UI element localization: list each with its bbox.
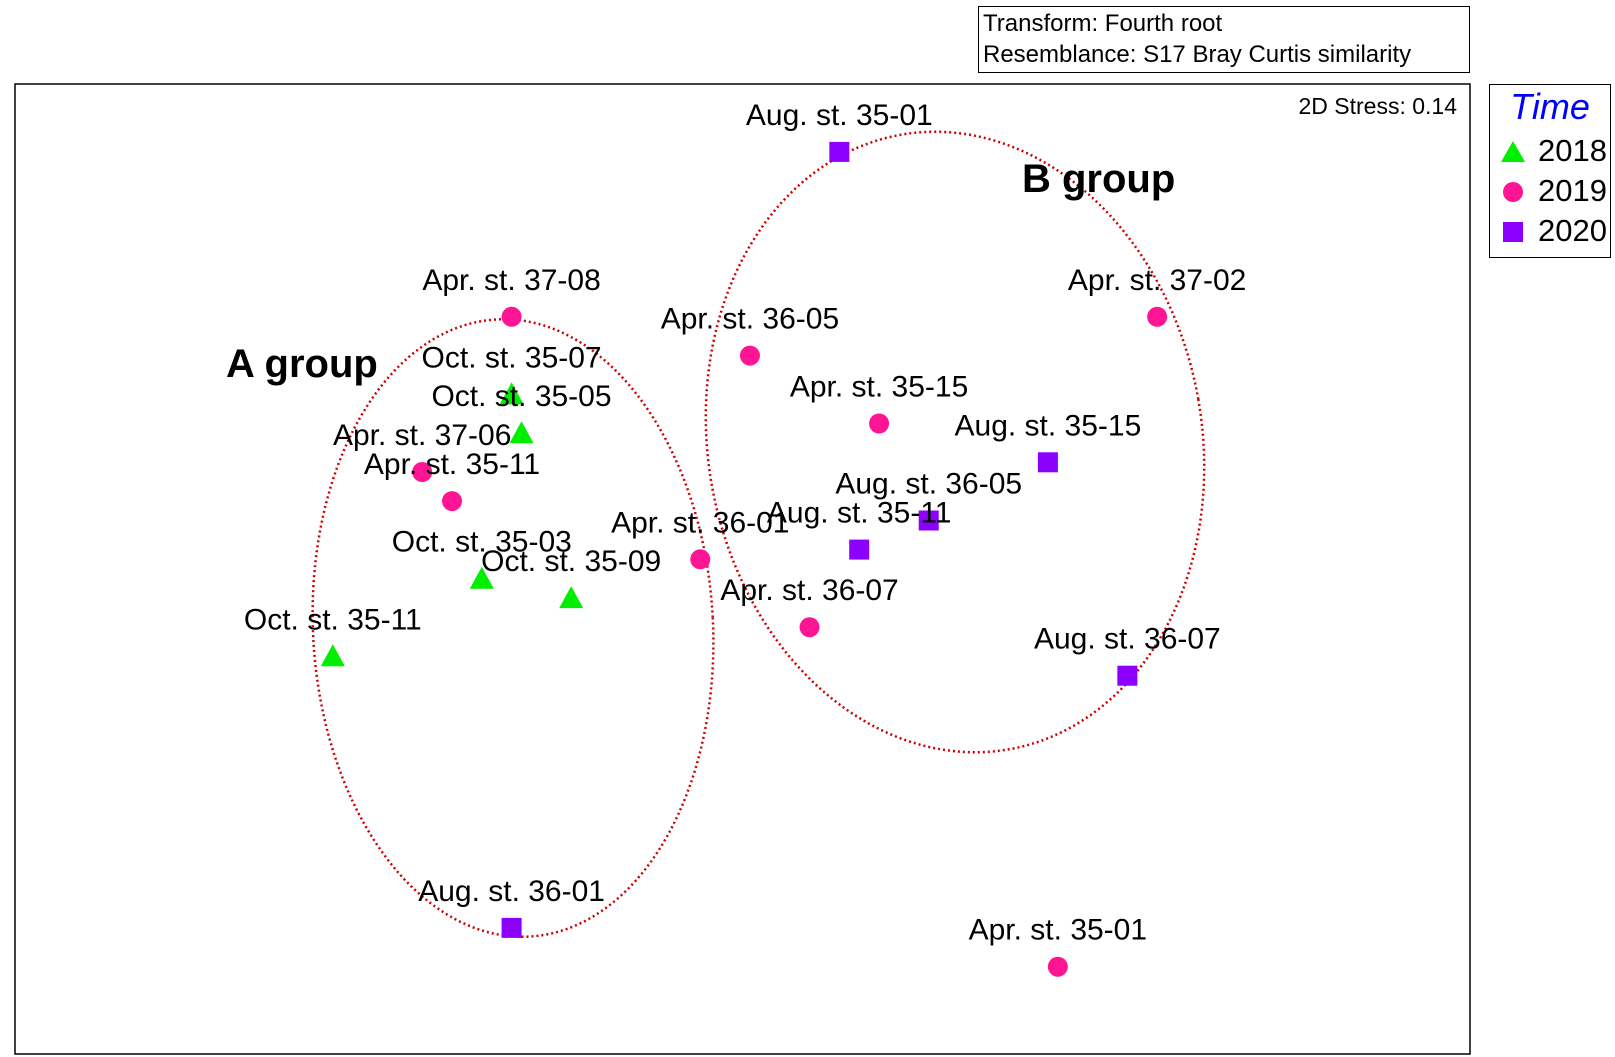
square-icon	[1503, 222, 1523, 242]
group-a-ellipse	[311, 317, 715, 939]
legend-title: Time	[1510, 86, 1590, 127]
point-label: Aug. st. 36-07	[1034, 623, 1221, 656]
legend-label: 2019	[1538, 173, 1607, 208]
legend-item-2020: 2020	[1494, 211, 1610, 251]
point-marker-triangle	[499, 382, 524, 405]
legend-label: 2020	[1538, 213, 1607, 248]
point-marker-circle	[441, 491, 462, 512]
point-marker-square	[1037, 452, 1058, 473]
point-marker-triangle	[320, 644, 345, 667]
legend-item-2018: 2018	[1494, 131, 1610, 171]
point-label: Oct. st. 35-05	[431, 380, 611, 413]
point-label: Aug. st. 35-11	[767, 497, 952, 530]
triangle-icon	[1501, 141, 1525, 162]
point-label: Apr. st. 35-15	[790, 371, 968, 404]
point-marker-square	[829, 141, 850, 162]
resemblance-text: Resemblance: S17 Bray Curtis similarity	[983, 41, 1412, 68]
point-marker-square	[1117, 665, 1138, 686]
point-marker-circle	[1047, 956, 1068, 977]
point-marker-circle	[1147, 306, 1168, 327]
transform-info-box: Transform: Fourth root Resemblance: S17 …	[978, 6, 1470, 73]
circle-icon	[1503, 182, 1523, 202]
legend-item-2019: 2019	[1494, 171, 1610, 211]
point-label: Aug. st. 35-15	[955, 409, 1142, 442]
legend: Time 2018 2019 2020	[1489, 84, 1611, 258]
stress-label: 2D Stress: 0.14	[1298, 93, 1457, 119]
group-b-label: B group	[1022, 157, 1175, 201]
point-label: Apr. st. 35-01	[969, 914, 1147, 947]
point-marker-circle	[799, 617, 820, 638]
group-a-label: A group	[226, 342, 378, 386]
point-label: Apr. st. 35-11	[364, 448, 540, 481]
point-label: Apr. st. 37-08	[422, 264, 600, 297]
point-marker-square	[849, 539, 870, 560]
point-marker-triangle	[469, 566, 494, 589]
point-marker-circle	[501, 306, 522, 327]
point-marker-triangle	[559, 586, 584, 609]
point-label: Aug. st. 36-05	[835, 468, 1022, 501]
point-label: Apr. st. 36-05	[661, 303, 839, 336]
legend-label: 2018	[1538, 133, 1607, 168]
point-label: Aug. st. 35-01	[746, 99, 933, 132]
point-marker-square	[918, 510, 939, 531]
point-label: Aug. st. 36-01	[418, 875, 605, 908]
point-label: Oct. st. 35-11	[244, 603, 422, 636]
point-label: Oct. st. 35-09	[481, 545, 661, 578]
point-label: Apr. st. 37-06	[333, 419, 511, 452]
transform-text: Transform: Fourth root	[983, 10, 1223, 37]
points-layer: Oct. st. 35-07 Oct. st. 35-05 Oct. st. 35-…	[244, 99, 1246, 977]
point-label: Apr. st. 37-02	[1068, 264, 1246, 297]
point-label: Apr. st. 36-01	[611, 506, 789, 539]
plot-frame	[14, 83, 1471, 1055]
point-marker-triangle	[509, 421, 534, 444]
group-b-ellipse	[704, 130, 1206, 754]
point-label: Oct. st. 35-03	[392, 526, 572, 559]
point-label: Apr. st. 36-07	[720, 574, 898, 607]
point-marker-circle	[869, 413, 890, 434]
point-marker-circle	[412, 462, 433, 482]
point-label: Oct. st. 35-07	[422, 341, 602, 374]
point-marker-circle	[739, 345, 760, 366]
point-marker-circle	[690, 549, 711, 570]
point-marker-square	[501, 917, 522, 938]
